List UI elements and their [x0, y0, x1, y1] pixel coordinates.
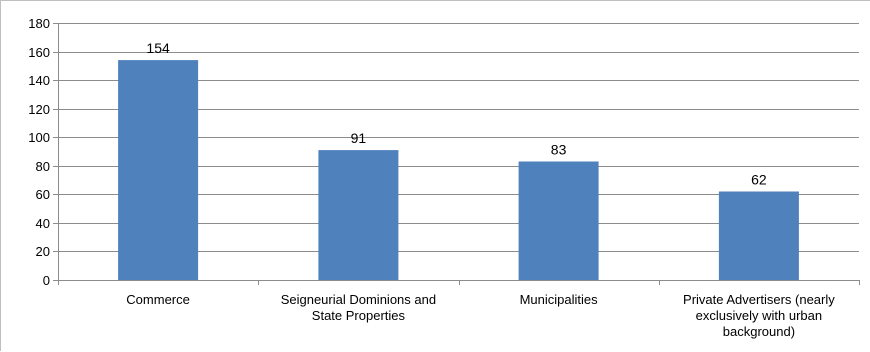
x-category-label: Seigneurial Dominions and State Propertie… [281, 292, 436, 323]
x-category-label: Private Advertisers (nearly exclusively w… [683, 292, 835, 339]
bar [318, 150, 399, 280]
y-tick-label: 100 [28, 130, 50, 145]
y-tick-label: 120 [28, 102, 50, 117]
data-labels: 154 91 83 62 [146, 40, 766, 187]
x-category-label: Commerce [126, 292, 190, 307]
y-tick-label: 180 [28, 16, 50, 31]
data-label: 83 [551, 142, 567, 158]
data-label: 154 [146, 40, 170, 56]
y-axis-tick-labels: 0 20 40 60 80 100 120 140 160 180 [28, 16, 50, 288]
y-tick-label: 20 [36, 244, 50, 259]
bar [118, 60, 199, 280]
y-tick-label: 0 [43, 273, 50, 288]
bar [718, 191, 799, 280]
bars [118, 60, 799, 280]
y-tick-label: 160 [28, 45, 50, 60]
y-tick-label: 40 [36, 216, 50, 231]
y-tick-label: 80 [36, 159, 50, 174]
y-tick-label: 140 [28, 73, 50, 88]
axes [53, 23, 860, 285]
bar [518, 161, 599, 280]
x-axis-category-labels: Commerce Seigneurial Dominions and State P… [126, 292, 835, 339]
x-category-label: Municipalities [520, 292, 599, 307]
data-label: 91 [351, 130, 367, 146]
data-label: 62 [751, 172, 767, 188]
y-tick-label: 60 [36, 187, 50, 202]
